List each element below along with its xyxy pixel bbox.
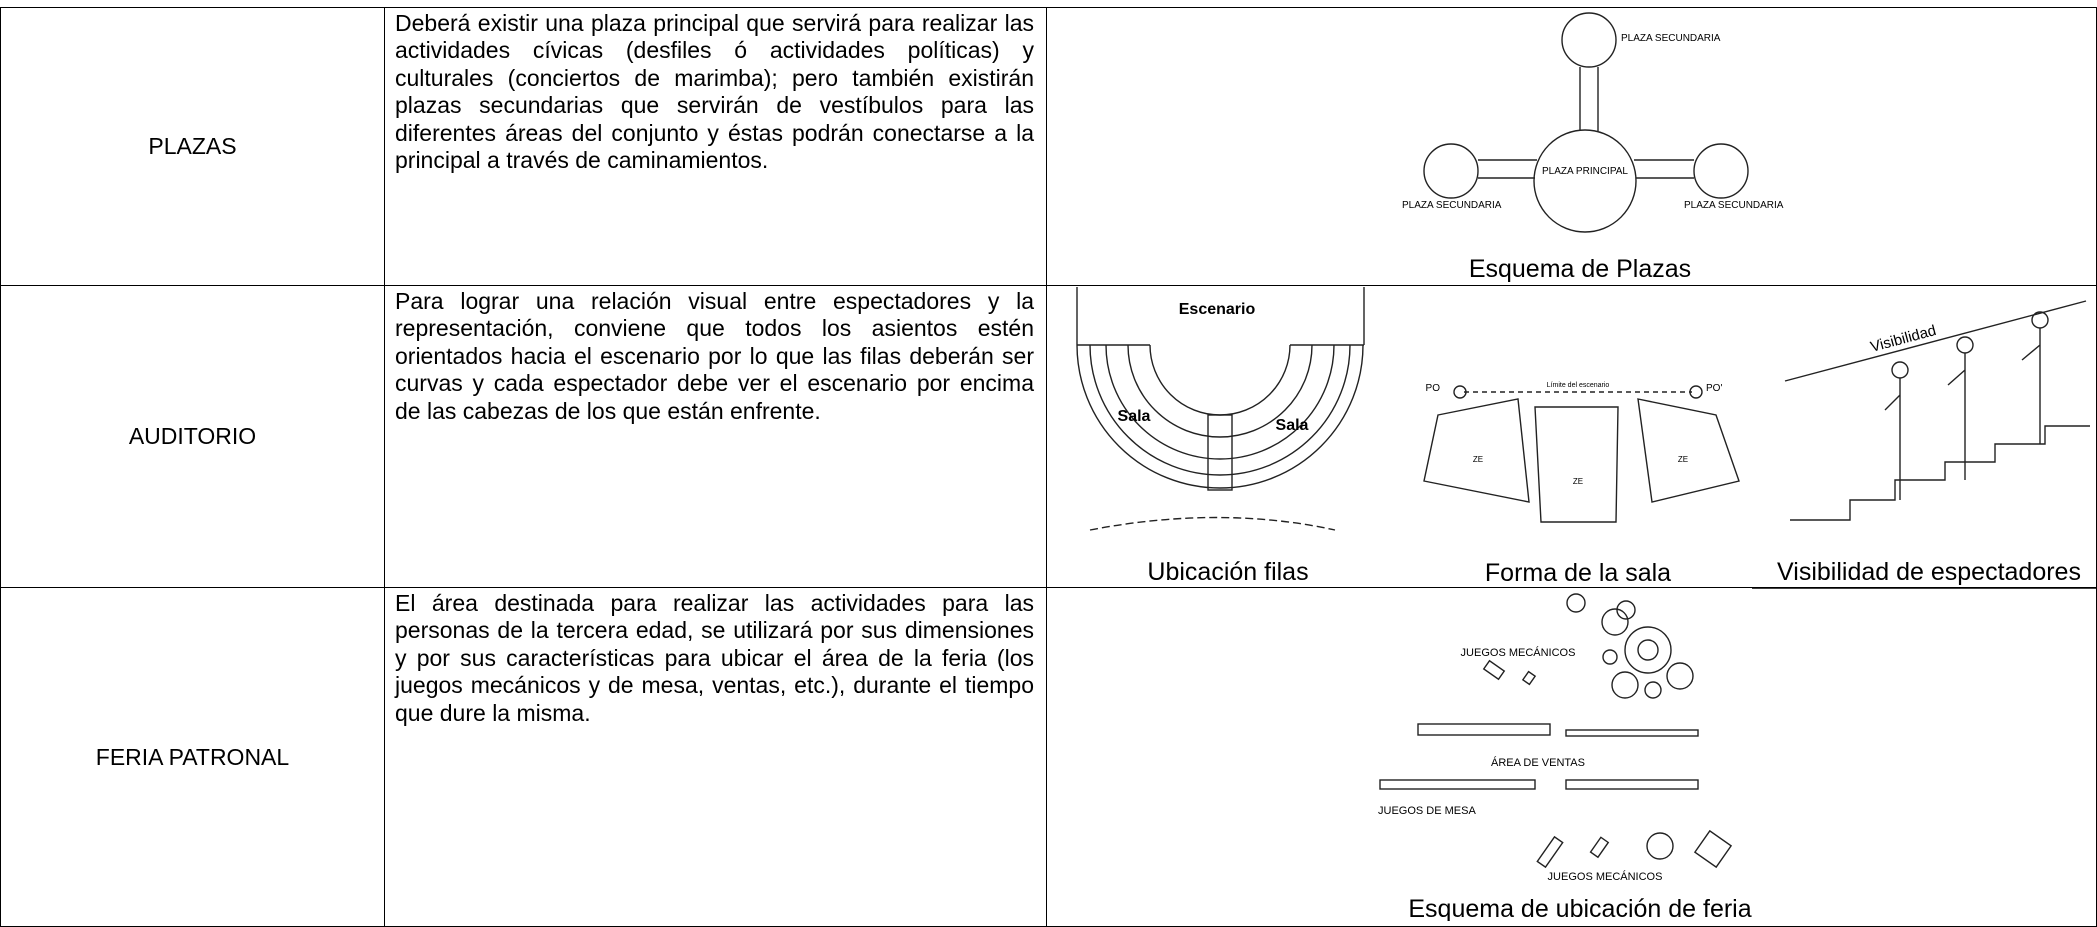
diagram-shape xyxy=(1566,593,1586,613)
visibility-diagram: Visibilidad Visibilidad de espectadores xyxy=(1752,300,2097,589)
diagram-shape xyxy=(1637,398,1740,503)
diagram-shape xyxy=(1417,723,1551,736)
diagram-shape xyxy=(1089,516,1336,531)
diagram-shape xyxy=(1947,353,1966,480)
diagram-label: Visibilidad xyxy=(1869,322,1938,356)
diagram-shape xyxy=(1589,836,1610,859)
rows-diagram: Escenario Sala Sala Ubicación filas xyxy=(1076,287,1365,586)
diagram-shape xyxy=(1076,287,1365,346)
diagram-shape xyxy=(1646,832,1674,860)
diagram-shape xyxy=(1666,662,1694,690)
diagram-shape xyxy=(1624,626,1672,674)
diagram-shape xyxy=(1561,12,1617,68)
diagram-shape xyxy=(1105,344,1335,460)
diagram-shape xyxy=(1790,425,2090,521)
diagram-label: PLAZA PRINCIPAL xyxy=(1542,166,1628,177)
diagram-shape xyxy=(1482,659,1506,681)
diagram-shape xyxy=(1207,414,1233,491)
diagram-label: PLAZA SECUNDARIA xyxy=(1402,200,1502,211)
fair-diagram: JUEGOS MECÁNICOS ÁREA DE VENTAS JUEGOS D… xyxy=(1378,593,1752,921)
diagram-shape xyxy=(1149,344,1291,416)
row-description: El área destinada para realizar las acti… xyxy=(384,587,1047,927)
diagram-shape xyxy=(1644,681,1662,699)
figure-caption: Esquema de Plazas xyxy=(1469,255,1691,283)
diagram-shape xyxy=(1533,129,1637,233)
diagram-label: PLAZA SECUNDARIA xyxy=(1684,200,1784,211)
diagram-shape xyxy=(1423,398,1530,503)
diagram-shape xyxy=(1884,378,1901,500)
hall-shape-diagram: PO Límite del escenario PO' ZE ZE ZE For… xyxy=(1423,382,1740,587)
diagram-shape xyxy=(1611,671,1639,699)
figure-caption: Ubicación filas xyxy=(1147,558,1308,586)
diagram-label: ZE xyxy=(1473,455,1483,464)
diagram-label: Límite del escenario xyxy=(1547,382,1610,389)
diagram-shape xyxy=(1521,670,1537,686)
diagram-label: ZE xyxy=(1573,477,1583,486)
diagram-label: Sala xyxy=(1276,417,1309,434)
diagram-label: PO xyxy=(1426,383,1441,394)
diagram-label: ÁREA DE VENTAS xyxy=(1491,756,1585,769)
diagram-shape xyxy=(1602,649,1618,665)
diagram-shape xyxy=(1693,143,1749,199)
diagram-shape xyxy=(1693,829,1733,869)
diagram-label: Sala xyxy=(1118,408,1151,425)
diagram-shape xyxy=(1453,385,1467,399)
diagram-label: JUEGOS DE MESA xyxy=(1378,805,1476,817)
diagram-shape xyxy=(2031,311,2049,329)
diagram-shape xyxy=(2021,328,2041,444)
diagram-shape xyxy=(1536,835,1564,869)
diagram-label: Escenario xyxy=(1179,301,1256,318)
figure-caption: Esquema de ubicación de feria xyxy=(1408,895,1751,921)
diagram-shape xyxy=(1565,729,1699,737)
diagram-shape xyxy=(1601,608,1629,636)
diagram-shape xyxy=(1127,344,1313,438)
figure-caption: Visibilidad de espectadores xyxy=(1777,558,2081,586)
diagram-shape xyxy=(1956,336,1974,354)
plaza-diagram: PLAZA SECUNDARIA PLAZA PRINCIPAL PLAZA S… xyxy=(1402,12,1784,283)
diagram-shape xyxy=(1616,600,1636,620)
figure-caption: Forma de la sala xyxy=(1485,559,1671,587)
diagram-shape xyxy=(1534,406,1619,523)
diagram-shape xyxy=(1565,779,1699,790)
diagram-shape xyxy=(1891,361,1909,379)
diagram-shape xyxy=(1637,639,1659,661)
diagram-shape xyxy=(1089,344,1351,476)
diagram-shape xyxy=(1784,300,2087,382)
diagram-label: JUEGOS MECÁNICOS xyxy=(1548,870,1663,883)
diagram-shape xyxy=(1423,143,1479,199)
diagram-label: PLAZA SECUNDARIA xyxy=(1621,33,1721,44)
diagram-shape xyxy=(1076,344,1364,489)
row-label: AUDITORIO xyxy=(0,285,385,588)
diagram-label: ZE xyxy=(1678,455,1688,464)
diagram-label: JUEGOS MECÁNICOS xyxy=(1461,646,1576,659)
diagram-shape xyxy=(1689,385,1703,399)
diagram-shape xyxy=(1379,779,1536,790)
diagram-label: PO' xyxy=(1706,383,1722,394)
diagram-shape xyxy=(1884,311,2049,500)
